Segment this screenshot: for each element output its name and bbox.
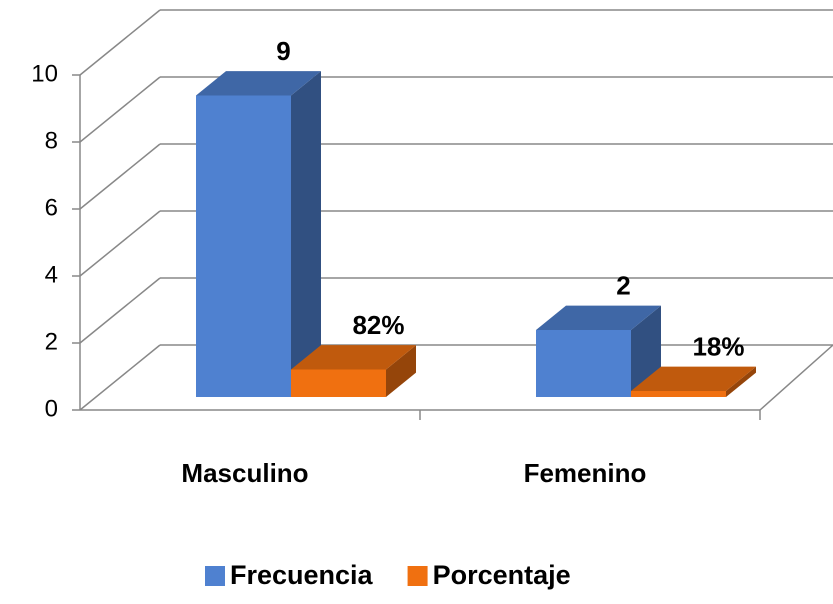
bar-side: [726, 366, 756, 397]
bar-front: [631, 390, 726, 397]
data-label: 18%: [692, 331, 744, 361]
y-tick-label: 4: [45, 261, 58, 288]
legend-label: Frecuencia: [230, 560, 374, 590]
x-tick-label: Masculino: [181, 458, 308, 488]
bar: [196, 71, 321, 397]
legend-swatch: [407, 566, 428, 586]
bar-front: [196, 95, 291, 397]
legend-label: Porcentaje: [433, 560, 571, 590]
bar: [291, 345, 416, 397]
legend-swatch: [205, 566, 225, 586]
grid-line: [79, 344, 161, 411]
bar-side: [386, 345, 416, 397]
y-tick-label: 8: [45, 127, 58, 154]
bar: [631, 366, 756, 397]
y-tick-label: 10: [31, 60, 58, 87]
grid-line: [79, 277, 161, 344]
bar-top: [196, 71, 321, 96]
bar-top: [631, 366, 756, 391]
bar-top: [291, 345, 416, 370]
grid-line: [79, 143, 161, 210]
grid-line: [79, 210, 161, 277]
y-tick-label: 6: [45, 194, 58, 221]
data-label: 2: [616, 271, 630, 301]
data-label: 9: [276, 36, 290, 66]
data-label: 82%: [352, 310, 404, 340]
bar: [536, 305, 661, 397]
grid-line: [79, 9, 161, 76]
bar-top: [536, 305, 661, 330]
y-tick-label: 2: [45, 328, 58, 355]
bar-front: [536, 330, 631, 397]
y-tick-label: 0: [45, 395, 58, 422]
bar-front: [291, 369, 386, 397]
floor-edge: [759, 344, 833, 411]
grid-line: [79, 76, 161, 143]
bar-side: [291, 71, 321, 397]
x-tick-label: Femenino: [524, 458, 647, 488]
